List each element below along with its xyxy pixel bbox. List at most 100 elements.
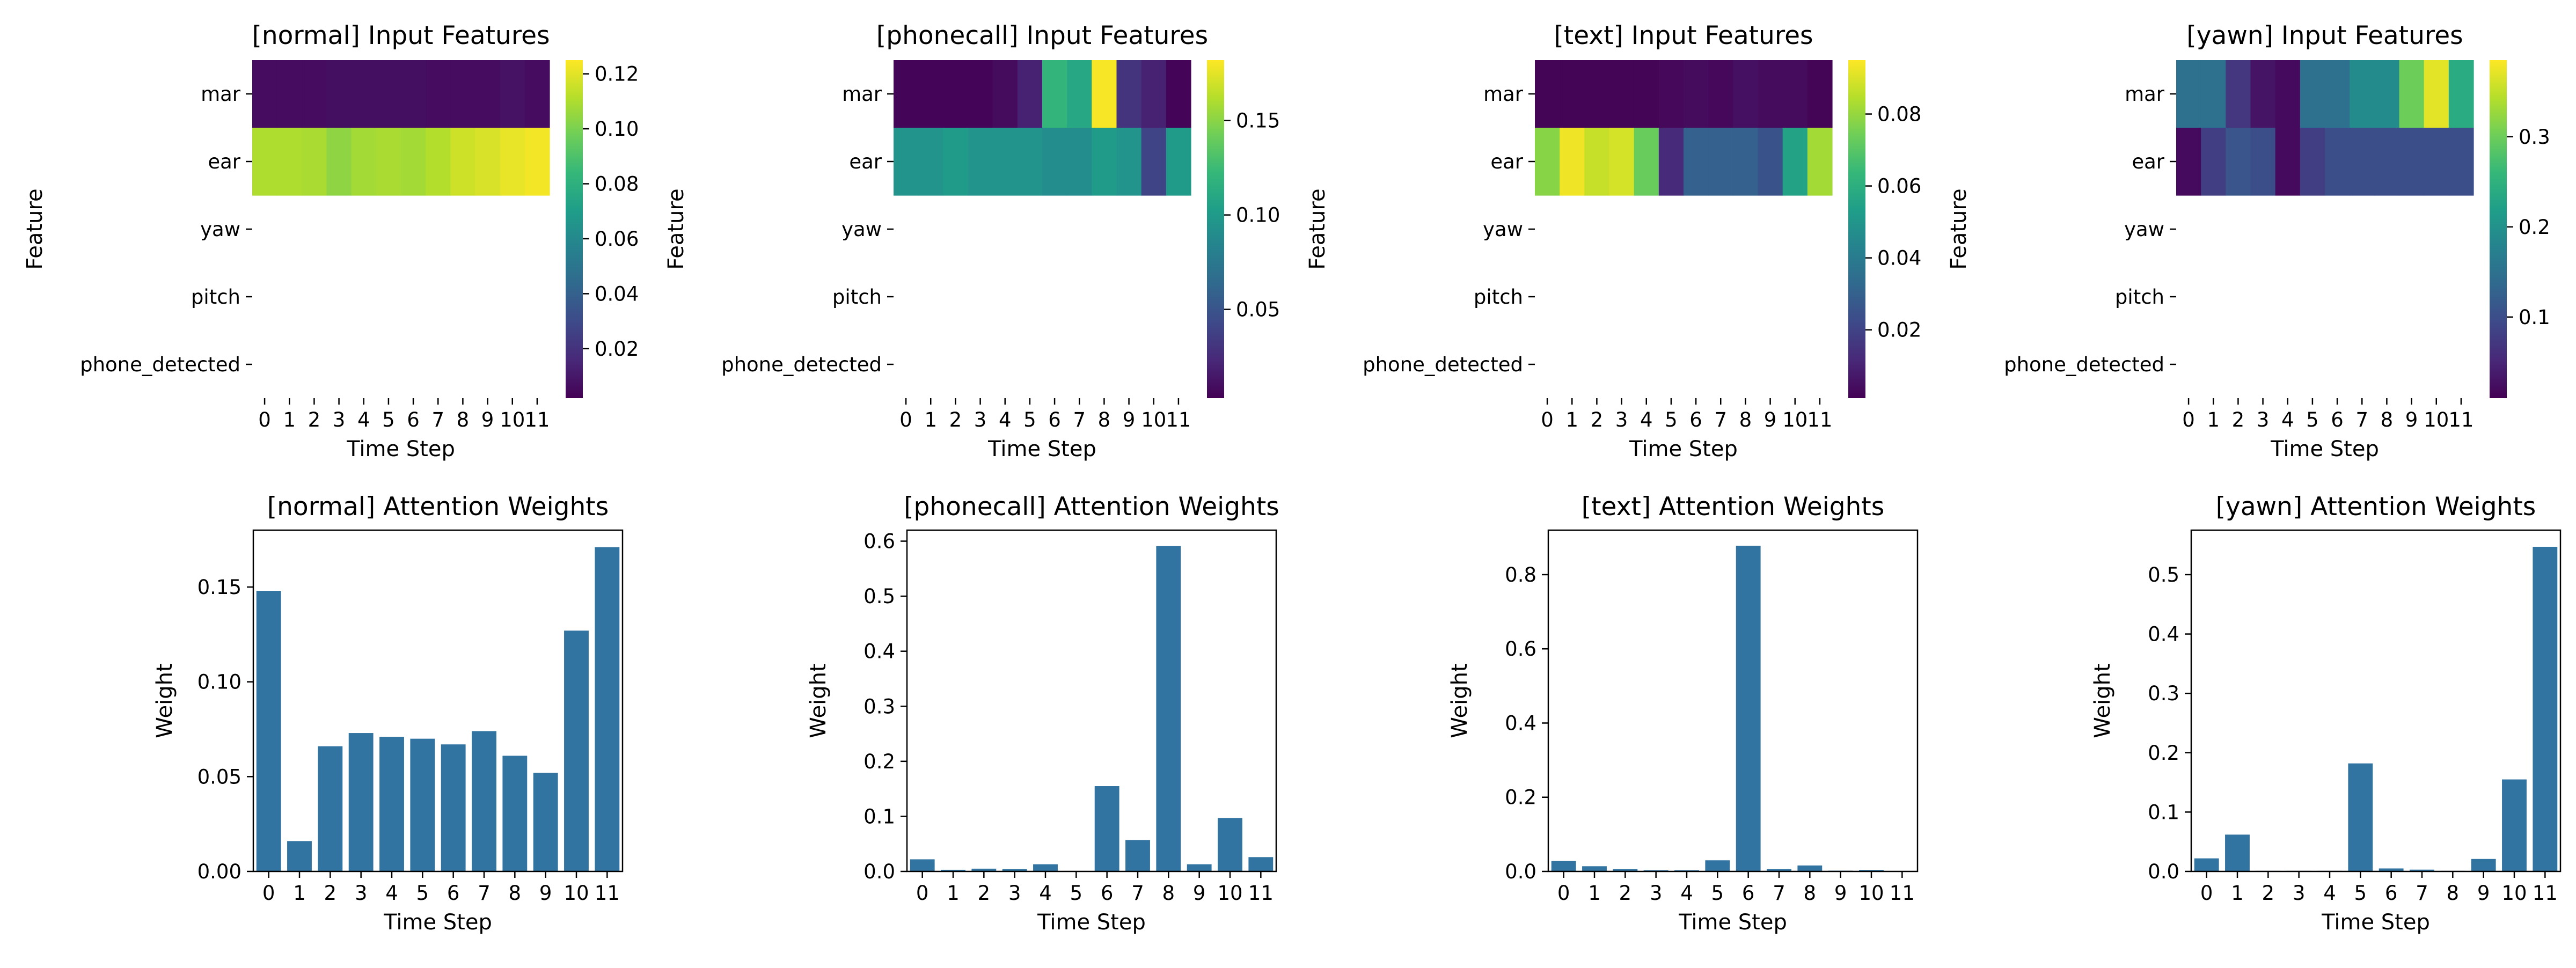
- x-tick-label: 4: [357, 408, 370, 431]
- heatmap-cell: [1684, 60, 1709, 128]
- heatmap-cell: [2250, 60, 2276, 128]
- x-tick-label: 6: [1101, 882, 1114, 905]
- heatmap-cell: [2448, 128, 2474, 196]
- heatmap-cell: [475, 128, 501, 196]
- heatmap-cell: [2374, 128, 2400, 196]
- x-tick-label: 9: [2405, 408, 2418, 431]
- y-tick-label: 0.5: [2148, 563, 2179, 586]
- heatmap-cell: [401, 60, 426, 128]
- x-tick-label: 5: [1665, 408, 1678, 431]
- heatmap-cell: [2424, 60, 2449, 128]
- heatmap-cell: [2325, 60, 2350, 128]
- colorbar-tick-label: 0.2: [2519, 216, 2550, 239]
- heatmap-cell: [968, 128, 993, 196]
- x-tick-label: 7: [2355, 408, 2368, 431]
- heatmap-cell: [426, 60, 451, 128]
- colorbar-tick-label: 0.06: [595, 228, 639, 251]
- bar: [2194, 858, 2219, 871]
- bar: [318, 746, 343, 871]
- colorbar-tick-label: 0.3: [2519, 126, 2550, 149]
- y-tick-label: 0.5: [863, 585, 895, 608]
- y-tick-label: ear: [1490, 150, 1523, 173]
- x-axis-label: Time Step: [987, 437, 1096, 461]
- heatmap-cell: [1560, 128, 1585, 196]
- heatmap-cell: [1535, 60, 1560, 128]
- heatmap-cell: [894, 128, 919, 196]
- x-tick-label: 6: [2331, 408, 2344, 431]
- bar: [1125, 840, 1150, 871]
- bar: [1582, 866, 1607, 871]
- heatmap-cell: [918, 60, 943, 128]
- x-axis-label: Time Step: [2321, 910, 2430, 935]
- y-tick-label: 0.1: [863, 805, 895, 828]
- y-tick-label: 0.3: [2148, 682, 2179, 705]
- heatmap-cell: [943, 60, 969, 128]
- heatmap-cell: [1758, 128, 1783, 196]
- x-tick-label: 10: [1858, 882, 1884, 905]
- x-tick-label: 1: [1565, 408, 1578, 431]
- heatmap-cell: [326, 60, 352, 128]
- y-tick-label: yaw: [841, 218, 882, 241]
- x-axis-label: Time Step: [1678, 910, 1787, 935]
- x-tick-label: 10: [2501, 882, 2527, 905]
- x-axis-label: Time Step: [1629, 437, 1738, 461]
- y-tick-label: ear: [2132, 150, 2164, 173]
- bar: [502, 756, 528, 871]
- bar: [348, 733, 374, 871]
- x-tick-label: 0: [262, 882, 275, 905]
- heatmap-cell: [992, 60, 1018, 128]
- x-tick-label: 3: [2257, 408, 2270, 431]
- x-tick-label: 6: [2385, 882, 2398, 905]
- x-tick-label: 10: [1141, 408, 1166, 431]
- heatmap-cell: [2300, 128, 2325, 196]
- x-tick-label: 2: [1619, 882, 1632, 905]
- bar: [1859, 870, 1884, 871]
- y-tick-label: phone_detected: [721, 353, 882, 376]
- heatmap-cell: [2350, 60, 2375, 128]
- x-tick-label: 7: [478, 882, 491, 905]
- x-tick-label: 4: [385, 882, 398, 905]
- x-tick-label: 3: [2293, 882, 2306, 905]
- bar: [595, 547, 620, 871]
- y-tick-label: 0.1: [2148, 801, 2179, 824]
- bar: [1094, 786, 1119, 871]
- colorbar-tick-label: 0.08: [1877, 103, 1921, 126]
- heatmap-cell: [1807, 128, 1833, 196]
- x-tick-label: 0: [916, 882, 929, 905]
- bar-chart-title: [yawn] Attention Weights: [2216, 492, 2536, 522]
- y-axis-label: Weight: [152, 663, 177, 738]
- x-tick-label: 9: [2477, 882, 2490, 905]
- x-tick-label: 9: [1834, 882, 1847, 905]
- bar: [1033, 864, 1058, 871]
- y-tick-label: 0.05: [197, 765, 241, 788]
- x-tick-label: 5: [2306, 408, 2319, 431]
- heatmap-cell: [1708, 128, 1733, 196]
- bar: [1613, 869, 1638, 871]
- heatmap-cell: [351, 60, 377, 128]
- heatmap-cell: [1535, 128, 1560, 196]
- y-tick-label: 0.2: [2148, 742, 2179, 765]
- bar: [564, 630, 589, 871]
- y-axis-label: Feature: [23, 188, 47, 269]
- colorbar: [1207, 60, 1224, 398]
- x-tick-label: 2: [308, 408, 321, 431]
- heatmap-cell: [1042, 128, 1067, 196]
- x-tick-label: 3: [1008, 882, 1021, 905]
- heatmap-cell: [252, 60, 277, 128]
- y-tick-label: mar: [1483, 83, 1524, 106]
- bar: [2471, 859, 2496, 871]
- y-tick-label: 0.2: [1505, 786, 1536, 809]
- x-tick-label: 5: [1023, 408, 1036, 431]
- heatmap-cell: [524, 60, 550, 128]
- colorbar-tick-label: 0.08: [595, 172, 639, 195]
- x-tick-label: 6: [447, 882, 460, 905]
- x-tick-label: 6: [1048, 408, 1061, 431]
- x-tick-label: 7: [1073, 408, 1086, 431]
- heatmap-title: [text] Input Features: [1554, 21, 1813, 50]
- heatmap-cell: [2424, 128, 2449, 196]
- bar: [941, 869, 965, 871]
- y-axis-label: Feature: [1946, 188, 1971, 269]
- heatmap-cell: [1634, 128, 1659, 196]
- bar: [2225, 834, 2250, 871]
